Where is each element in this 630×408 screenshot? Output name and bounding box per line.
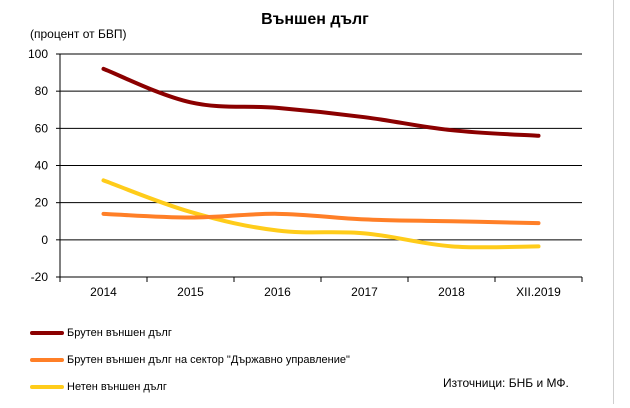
y-tick-label: 100 bbox=[28, 47, 48, 61]
legend-swatch bbox=[30, 358, 64, 362]
y-tick-label: 60 bbox=[35, 121, 49, 135]
source-note: Източници: БНБ и МФ. bbox=[443, 376, 569, 390]
series-line bbox=[101, 66, 541, 138]
chart-title: Външен дълг bbox=[261, 11, 369, 28]
chart-frame bbox=[8, 0, 614, 404]
legend-item: Брутен външен дълг bbox=[30, 325, 172, 341]
series-line bbox=[101, 211, 541, 226]
y-tick-label: 80 bbox=[35, 84, 49, 98]
legend-item: Нетен външен дълг bbox=[30, 379, 167, 395]
legend-swatch bbox=[30, 385, 64, 389]
series-line bbox=[101, 178, 541, 250]
y-tick-label: 40 bbox=[35, 159, 49, 173]
legend-label: Брутен външен дълг bbox=[67, 327, 172, 339]
x-tick-label: 2016 bbox=[264, 285, 291, 299]
x-tick-label: 2018 bbox=[438, 285, 465, 299]
legend-label: Брутен външен дълг на сектор "Държавно у… bbox=[67, 354, 350, 366]
legend-item: Брутен външен дълг на сектор "Държавно у… bbox=[30, 352, 350, 368]
x-tick-label: 2015 bbox=[177, 285, 204, 299]
legend-label: Нетен външен дълг bbox=[67, 381, 167, 393]
x-tick-label: 2017 bbox=[351, 285, 378, 299]
x-tick-label: 2014 bbox=[90, 285, 117, 299]
x-tick-label: XII.2019 bbox=[516, 285, 561, 299]
y-tick-label: -20 bbox=[31, 270, 49, 284]
legend-swatch bbox=[30, 331, 64, 335]
y-tick-label: 0 bbox=[41, 233, 48, 247]
y-tick-label: 20 bbox=[35, 196, 49, 210]
y-axis-unit-label: (процент от БВП) bbox=[30, 27, 127, 41]
